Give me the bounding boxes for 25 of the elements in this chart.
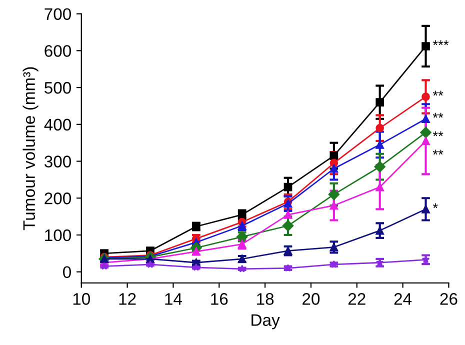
x-axis-title: Day: [252, 314, 280, 330]
x-tick-label: 10: [73, 293, 90, 305]
annotation: ***: [432, 40, 449, 46]
y-tick-label: 600: [44, 45, 72, 57]
y-tick-label: 300: [44, 156, 72, 168]
x-tick-label: 16: [211, 293, 228, 305]
y-tick-label: 0: [63, 266, 71, 278]
y-axis-title: Tumour volume (mm³): [22, 67, 38, 230]
y-tick-label: 500: [44, 82, 72, 94]
y-tick-label: 100: [45, 229, 72, 242]
annotation: **: [432, 150, 444, 155]
annotation: **: [432, 90, 444, 96]
x-tick-label: 20: [302, 293, 320, 305]
y-tick-label: 400: [44, 118, 72, 131]
x-tick-label: 14: [165, 293, 182, 305]
y-tick-label: 700: [44, 8, 72, 20]
x-tick-label: 12: [119, 293, 136, 305]
x-tick-label: 24: [394, 293, 412, 305]
x-tick-label: 22: [348, 293, 366, 305]
annotation: *: [432, 203, 438, 208]
annotation: **: [432, 131, 444, 136]
annotation: **: [432, 112, 444, 118]
x-tick-label: 26: [440, 293, 458, 305]
y-tick-label: 200: [44, 192, 72, 204]
x-tick-label: 18: [257, 293, 274, 305]
